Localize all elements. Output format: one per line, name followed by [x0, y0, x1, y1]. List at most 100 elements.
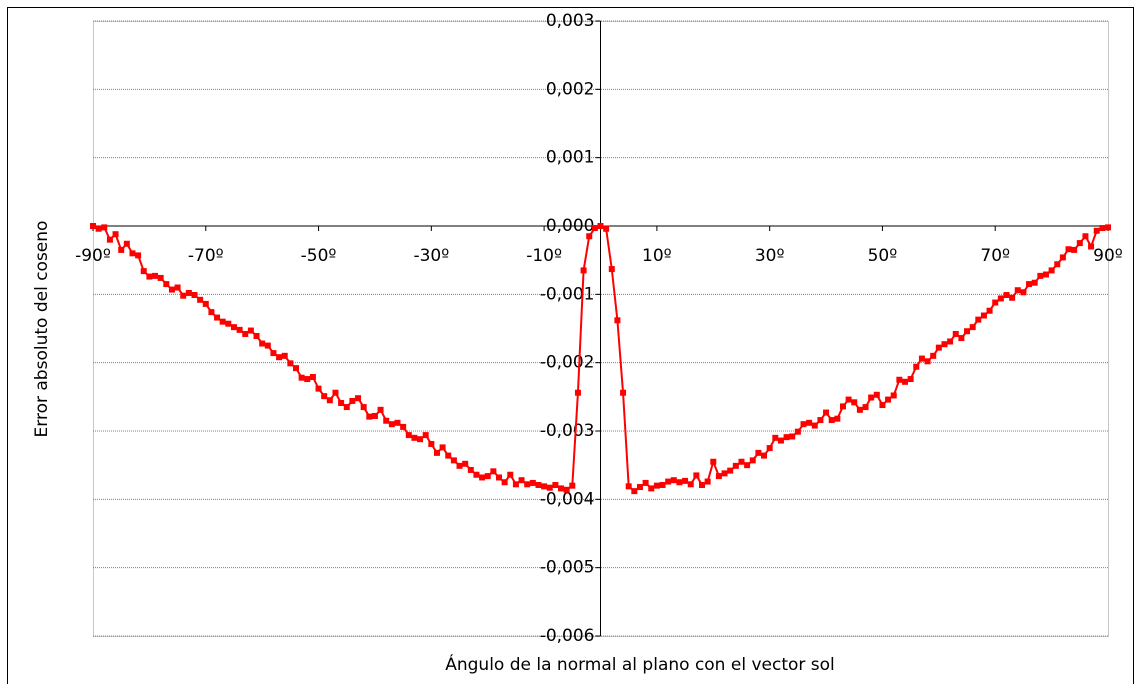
data-point: [699, 481, 705, 488]
data-point: [535, 481, 542, 488]
data-point: [524, 481, 531, 488]
data-point: [1059, 254, 1066, 261]
data-point: [411, 434, 418, 441]
data-point: [952, 330, 959, 337]
data-point: [304, 376, 311, 383]
data-point: [242, 330, 249, 337]
data-point: [253, 333, 260, 340]
data-point: [90, 223, 96, 229]
data-point: [473, 471, 480, 478]
data-point: [975, 316, 982, 323]
data-point: [811, 422, 818, 429]
data-point: [839, 403, 846, 410]
y-tick-label: -0,004: [540, 489, 595, 509]
data-point: [1076, 240, 1083, 247]
data-point: [383, 417, 390, 424]
data-point: [1014, 287, 1021, 294]
data-point: [450, 457, 457, 464]
data-point: [247, 327, 254, 334]
data-point: [738, 458, 745, 465]
x-tick-label: 70º: [980, 246, 1010, 266]
data-point: [484, 473, 491, 480]
data-point: [371, 412, 378, 419]
data-point: [496, 474, 502, 481]
data-point: [777, 437, 784, 444]
data-point: [1031, 279, 1038, 286]
data-point: [1009, 294, 1016, 301]
data-point: [924, 358, 931, 365]
data-point: [1071, 246, 1078, 253]
y-tick-label: -0,006: [540, 626, 595, 646]
data-point: [715, 473, 722, 480]
data-point: [1048, 267, 1055, 274]
data-point: [174, 284, 181, 291]
data-point: [676, 479, 683, 486]
y-tick-label: -0,002: [540, 353, 595, 373]
data-point: [270, 350, 277, 357]
data-point: [355, 395, 362, 402]
data-point: [349, 397, 356, 404]
data-point: [106, 236, 113, 243]
x-tick-label: -50º: [301, 246, 337, 266]
data-point: [208, 309, 215, 316]
data-point: [490, 468, 497, 475]
data-point: [766, 445, 773, 452]
data-point: [918, 355, 925, 362]
data-point: [902, 378, 908, 385]
x-tick-label: -90º: [75, 246, 111, 266]
data-point: [276, 354, 283, 361]
data-point: [980, 312, 987, 319]
data-point: [873, 391, 880, 398]
data-point: [118, 246, 125, 253]
data-point: [749, 457, 756, 464]
data-point: [546, 484, 553, 491]
data-point: [1026, 281, 1033, 288]
data-point: [823, 409, 830, 416]
data-point: [135, 252, 142, 259]
x-tick-label: -70º: [188, 246, 224, 266]
data-point: [687, 481, 694, 488]
data-point: [558, 485, 565, 492]
data-point: [360, 404, 367, 411]
data-point: [377, 406, 384, 413]
data-point: [321, 393, 328, 400]
data-point: [947, 338, 954, 345]
data-point: [146, 273, 153, 280]
data-point: [986, 307, 993, 314]
data-point: [896, 376, 903, 383]
x-tick-label: -30º: [413, 246, 449, 266]
data-point: [405, 432, 412, 439]
data-point: [648, 485, 655, 492]
data-point: [326, 397, 333, 404]
data-point: [225, 320, 232, 327]
data-point: [507, 471, 514, 478]
data-point: [631, 488, 638, 495]
data-point: [1088, 243, 1095, 250]
data-point: [433, 449, 440, 456]
data-point: [197, 296, 204, 303]
data-point: [501, 479, 508, 486]
data-point: [152, 272, 159, 279]
data-point: [1020, 289, 1027, 296]
data-point: [665, 478, 672, 485]
data-point: [868, 394, 875, 401]
data-point: [670, 477, 677, 484]
data-point: [428, 440, 435, 447]
data-point: [845, 396, 852, 403]
data-point: [800, 421, 807, 428]
data-point: [732, 462, 739, 469]
x-tick-label: 90º: [1093, 246, 1123, 266]
data-point: [817, 417, 824, 424]
data-point: [862, 404, 869, 411]
data-point: [727, 467, 734, 474]
data-point: [682, 477, 689, 484]
data-point: [1099, 225, 1106, 232]
data-point: [281, 352, 288, 359]
y-tick-label: -0,005: [540, 558, 595, 578]
data-point: [529, 479, 536, 486]
data-point: [259, 340, 266, 347]
data-point: [806, 419, 813, 426]
data-point: [642, 479, 649, 486]
data-point: [467, 466, 474, 473]
